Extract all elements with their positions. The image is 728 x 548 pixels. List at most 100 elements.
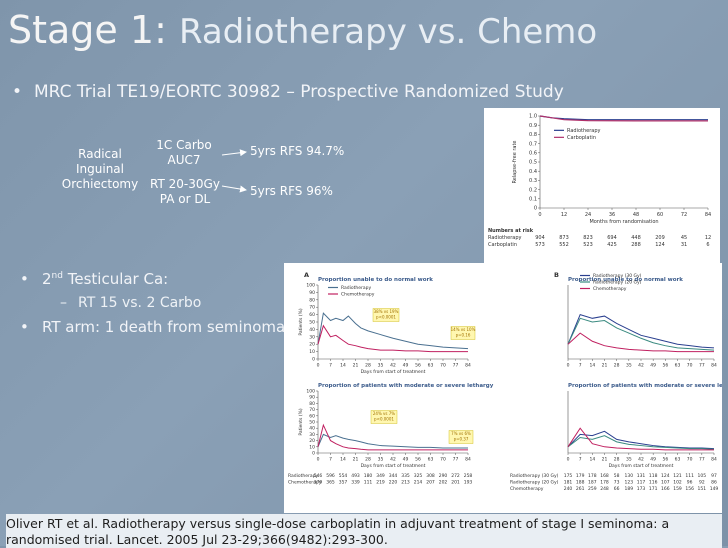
y-tick-label: 30 (309, 334, 315, 340)
x-tick-label: 12 (561, 212, 567, 218)
x-tick-label: 63 (428, 363, 434, 369)
legend-label: Radiotherapy (567, 128, 601, 134)
risk-value: 124 (655, 242, 665, 248)
risk-value: 180 (364, 473, 373, 479)
risk-value: 117 (637, 480, 646, 486)
risk-value: 554 (339, 473, 348, 479)
x-tick-label: 14 (340, 363, 346, 369)
x-tick-label: 42 (638, 363, 644, 369)
y-tick-label: 1.0 (529, 114, 537, 120)
risk-value: 6 (706, 242, 709, 248)
y-tick-label: 0.3 (529, 178, 537, 184)
y-tick-label: 0.1 (529, 196, 537, 202)
x-tick-label: 56 (415, 457, 421, 463)
km-chart: 0 12 24 36 48 60 72 84 0 0.1 0.2 0.3 0.4 0.5 0.6 0.7 0.8… (488, 114, 711, 248)
annotation-text: p<0.0001 (374, 417, 394, 422)
risk-value: 111 (685, 473, 694, 479)
risk-value: 259 (588, 486, 597, 492)
risk-value: 188 (576, 480, 585, 486)
x-tick-label: 7 (329, 457, 332, 463)
flow-start-line2: Inguinal (76, 162, 124, 176)
y-tick-label: 80 (309, 297, 315, 303)
risk-value: 111 (364, 480, 373, 486)
risk-value: 123 (625, 480, 634, 486)
x-tick-label: 56 (415, 363, 421, 369)
risk-value: 248 (600, 486, 609, 492)
annotation-text: p=0.16 (456, 333, 471, 338)
risk-value: 272 (451, 473, 460, 479)
y-tick-label: 0.9 (529, 123, 537, 129)
annotation-text: p<0.0001 (376, 315, 396, 320)
y-tick-label: 0.8 (529, 132, 537, 138)
chart-title: Proportion of patients with moderate or … (318, 383, 494, 389)
figure-panel: Proportion unable to do normal work A 0 7 14… (284, 263, 728, 513)
flow-arm-rt-line2: PA or DL (159, 192, 211, 206)
risk-value: 45 (681, 235, 687, 241)
risk-row-label: Radiotherapy (20 Gy) (510, 480, 559, 486)
flow-arm-rt-line1: RT 20-30Gy (150, 177, 220, 191)
x-tick-label: 49 (403, 363, 409, 369)
risk-value: 202 (439, 480, 448, 486)
y-tick-label: 20 (309, 342, 315, 348)
risk-row-label: Radiotherapy (288, 473, 318, 479)
x-tick-label: 28 (365, 363, 371, 369)
risk-value: 552 (559, 242, 569, 248)
x-tick-label: 42 (638, 457, 644, 463)
risk-value: 178 (600, 480, 609, 486)
x-tick-label: 35 (626, 457, 632, 463)
annotation-box (450, 326, 476, 340)
risk-value: 201 (451, 480, 460, 486)
x-tick-label: 70 (687, 363, 693, 369)
x-tick-label: 21 (353, 457, 359, 463)
risk-value: 159 (673, 486, 682, 492)
x-tick-label: 70 (440, 363, 446, 369)
annotation-box (370, 410, 398, 424)
sub-rt-vs-carbo-text: RT 15 vs. 2 Carbo (78, 295, 202, 311)
sub-rt-vs-carbo: – RT 15 vs. 2 Carbo (60, 295, 202, 311)
annotation-box (448, 430, 474, 444)
flow-start-line1: Radical (78, 147, 122, 161)
y-tick-label: 80 (309, 401, 315, 407)
risk-value: 181 (564, 480, 573, 486)
y-tick-label: 60 (309, 413, 315, 419)
risk-value: 214 (414, 480, 423, 486)
legend-label: Chemotherapy (341, 292, 375, 298)
series-line-2 (567, 427, 714, 451)
series-line-1 (317, 324, 468, 353)
bullet-second-ca-sup: nd (51, 271, 63, 281)
x-tick-label: 35 (378, 363, 384, 369)
x-tick-label: 42 (390, 457, 396, 463)
y-axis-label: Patients (%) (298, 408, 304, 435)
y-tick-label: 40 (309, 426, 315, 432)
x-tick-label: 84 (465, 363, 471, 369)
flow-out-carbo: 5yrs RFS 94.7% (250, 144, 345, 158)
x-tick-label: 49 (650, 457, 656, 463)
risk-value: 193 (464, 480, 473, 486)
risk-value: 149 (710, 486, 719, 492)
risk-value: 261 (576, 486, 585, 492)
series-line-1 (317, 423, 468, 451)
flow-arrow-carbo (221, 149, 247, 157)
risk-value: 124 (661, 473, 670, 479)
flow-start: Radical Inguinal Orchiectomy (52, 147, 148, 192)
risk-value: 92 (699, 480, 705, 486)
y-tick-label: 10 (309, 444, 315, 450)
risk-row-label: Carboplatin (488, 242, 517, 248)
risk-value: 121 (673, 473, 682, 479)
y-tick-label: 20 (309, 438, 315, 444)
x-tick-label: 0 (317, 457, 320, 463)
bullet-dot: • (20, 270, 29, 288)
y-tick-label: 0 (312, 451, 315, 457)
panel-label: A (304, 271, 309, 279)
bullet-dot: • (20, 318, 29, 336)
x-tick-label: 77 (453, 457, 459, 463)
risk-value: 357 (339, 480, 348, 486)
flow-arm-carbo-line2: AUC7 (167, 153, 201, 167)
x-tick-label: 84 (711, 363, 717, 369)
x-tick-label: 14 (589, 363, 595, 369)
risk-value: 596 (326, 473, 335, 479)
x-tick-label: 35 (626, 363, 632, 369)
risk-value: 66 (614, 486, 620, 492)
risk-value: 339 (351, 480, 360, 486)
risk-value: 156 (685, 486, 694, 492)
